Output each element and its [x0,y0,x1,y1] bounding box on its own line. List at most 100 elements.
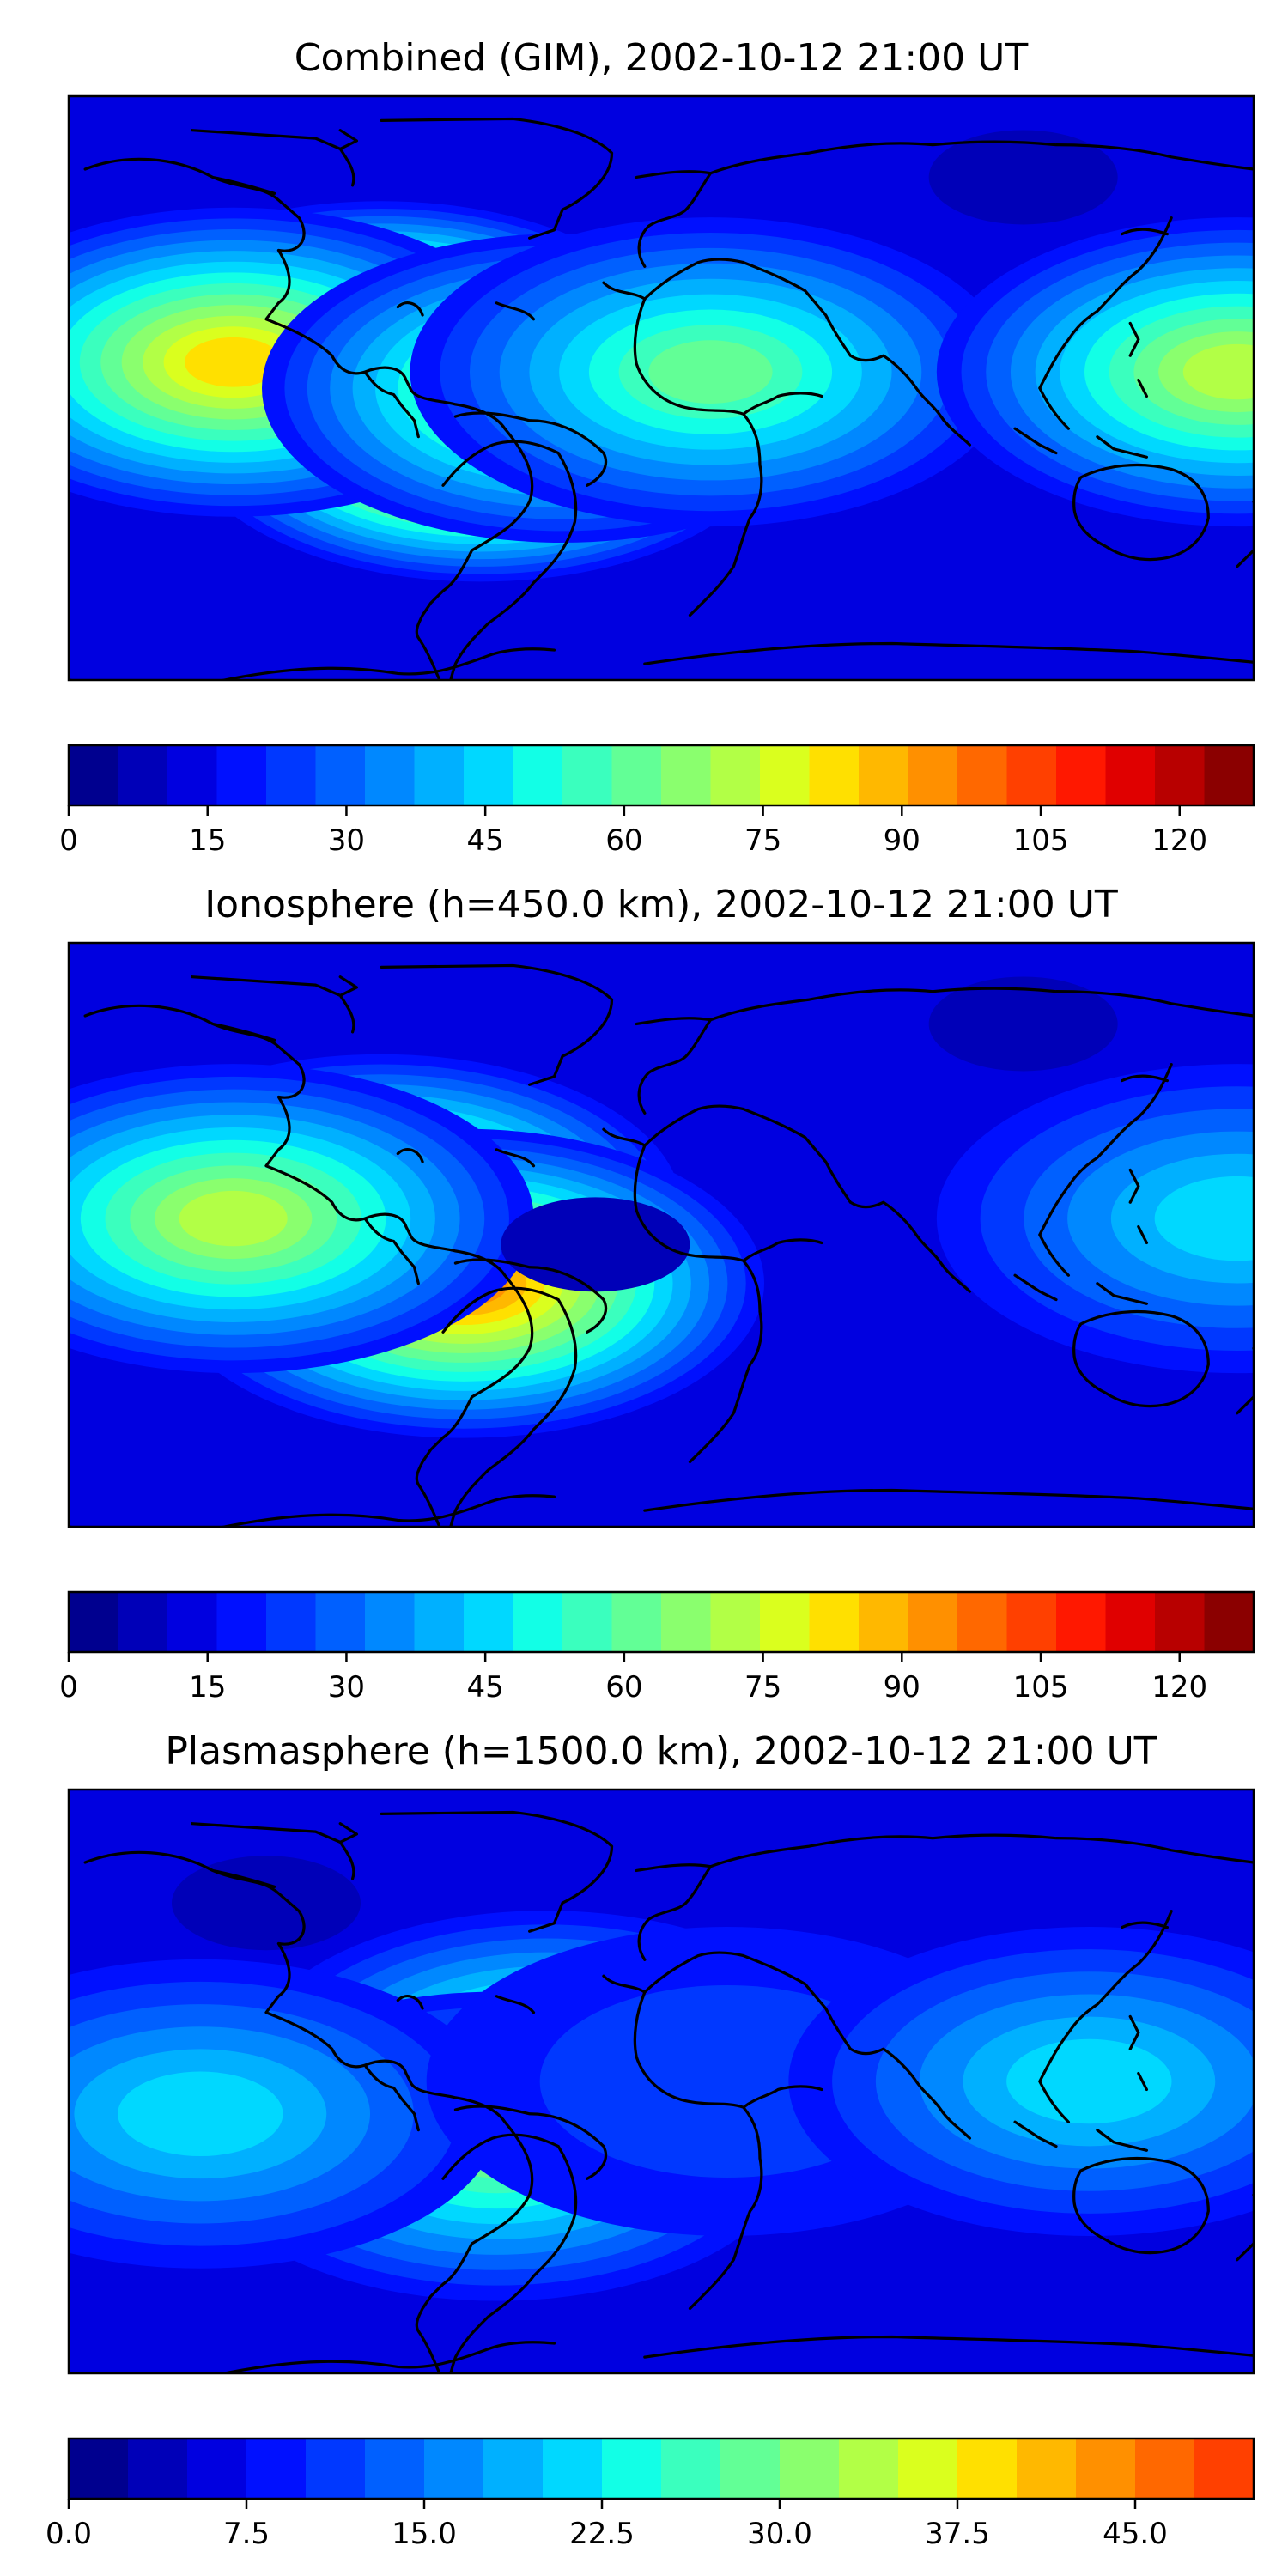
colorbar-band [661,2439,721,2499]
colorbar: 0.0 7.5 15.0 22.5 30.0 37.5 45.0 [46,2437,1255,2551]
colorbar-band [1006,745,1057,805]
contour-level [1006,2038,1172,2124]
colorbar-band [1194,2439,1255,2499]
colorbar-band [1155,1592,1206,1652]
colorbar: 0 15 30 45 60 75 90 105 120 [59,1590,1255,1704]
contour-level [928,130,1118,225]
contour-level [1154,1176,1254,1261]
colorbar-band [414,745,465,805]
colorbar-band [1056,745,1107,805]
colorbar-band [562,745,613,805]
panel-ionosphere: Ionosphere (h=450.0 km), 2002-10-12 21:0… [59,883,1255,1704]
contour-level [179,1190,288,1247]
colorbar-band [1204,745,1255,805]
tec-contour-field [69,976,1254,1438]
panel-plasmasphere: Plasmasphere (h=1500.0 km), 2002-10-12 2… [46,1729,1255,2551]
colorbar-band [602,2439,662,2499]
chart-title: Ionosphere (h=450.0 km), 2002-10-12 21:0… [204,883,1118,927]
colorbar-band [306,2439,366,2499]
colorbar-band [809,1592,860,1652]
map-frame [67,941,1255,1528]
colorbar-band [1105,1592,1156,1652]
colorbar-band [839,2439,899,2499]
colorbar-band [266,1592,317,1652]
colorbar-tick-label: 30 [328,823,365,858]
colorbar-band [1105,745,1156,805]
colorbar-band [464,1592,514,1652]
contour-level [118,2071,283,2157]
colorbar-tick-label: 60 [605,1670,642,1704]
colorbar-band [562,1592,613,1652]
colorbar-band [957,745,1008,805]
colorbar-band [513,1592,563,1652]
contour-level [1182,343,1254,400]
colorbar-band [216,1592,267,1652]
colorbar-band [464,745,514,805]
colorbar-band [365,745,416,805]
colorbar-band [859,1592,909,1652]
map-frame [67,1788,1255,2375]
colorbar-band [1155,745,1206,805]
colorbar-tick-label: 120 [1151,1670,1207,1704]
colorbar-band [69,1592,119,1652]
colorbar-tick-label: 105 [1013,1670,1069,1704]
colorbar-tick-label: 90 [884,823,920,858]
colorbar-tick-label: 30 [328,1670,365,1704]
colorbar-tick-label: 7.5 [223,2517,270,2551]
colorbar-band [167,745,218,805]
chart-title: Plasmasphere (h=1500.0 km), 2002-10-12 2… [165,1729,1157,1773]
colorbar-tick-label: 75 [744,1670,781,1704]
colorbar-band [365,2439,425,2499]
colorbar-tick-label: 105 [1013,823,1069,858]
colorbar-band [1135,2439,1195,2499]
colorbar-band [1006,1592,1057,1652]
contour-level [184,337,283,387]
colorbar-band [710,1592,761,1652]
colorbar-band [513,745,563,805]
map-plot-area [67,1788,1255,2375]
colorbar-band [760,1592,811,1652]
colorbar-band [118,745,168,805]
panel-combined: Combined (GIM), 2002-10-12 21:00 UT 0 15 3… [59,36,1255,858]
colorbar-frame [67,1590,1255,1654]
colorbar-band [69,745,119,805]
colorbar-tick-label: 0.0 [46,2517,92,2551]
colorbar-band [611,1592,662,1652]
map-plot-area [67,941,1255,1528]
colorbar-band [246,2439,307,2499]
map-plot-area [67,94,1255,682]
colorbar-band [710,745,761,805]
colorbar-tick-label: 120 [1151,823,1207,858]
colorbar-tick-label: 75 [744,823,781,858]
colorbar-band [661,1592,712,1652]
colorbar-tick-label: 15 [189,1670,226,1704]
colorbar-tick-label: 0 [59,1670,78,1704]
colorbar-band [859,745,909,805]
colorbar-band [216,745,267,805]
colorbar-band [118,1592,168,1652]
colorbar-band [1204,1592,1255,1652]
colorbar-band [1056,1592,1107,1652]
colorbar-tick-label: 15.0 [392,2517,457,2551]
colorbar-band [365,1592,416,1652]
colorbar: 0 15 30 45 60 75 90 105 120 [59,744,1255,858]
colorbar-band [543,2439,603,2499]
colorbar-band [315,745,366,805]
colorbar-band [720,2439,781,2499]
colorbar-band [908,745,958,805]
colorbar-band [1017,2439,1077,2499]
colorbar-band [760,745,811,805]
colorbar-band [611,745,662,805]
colorbar-tick-label: 37.5 [925,2517,990,2551]
colorbar-band [414,1592,465,1652]
colorbar-band [424,2439,484,2499]
colorbar-band [957,2439,1018,2499]
colorbar-tick-label: 45 [467,823,504,858]
colorbar-frame [67,2437,1255,2500]
contour-level [172,1856,361,1951]
colorbar-band [187,2439,247,2499]
colorbar-frame [67,744,1255,807]
colorbar-band [128,2439,188,2499]
map-frame [67,94,1255,682]
